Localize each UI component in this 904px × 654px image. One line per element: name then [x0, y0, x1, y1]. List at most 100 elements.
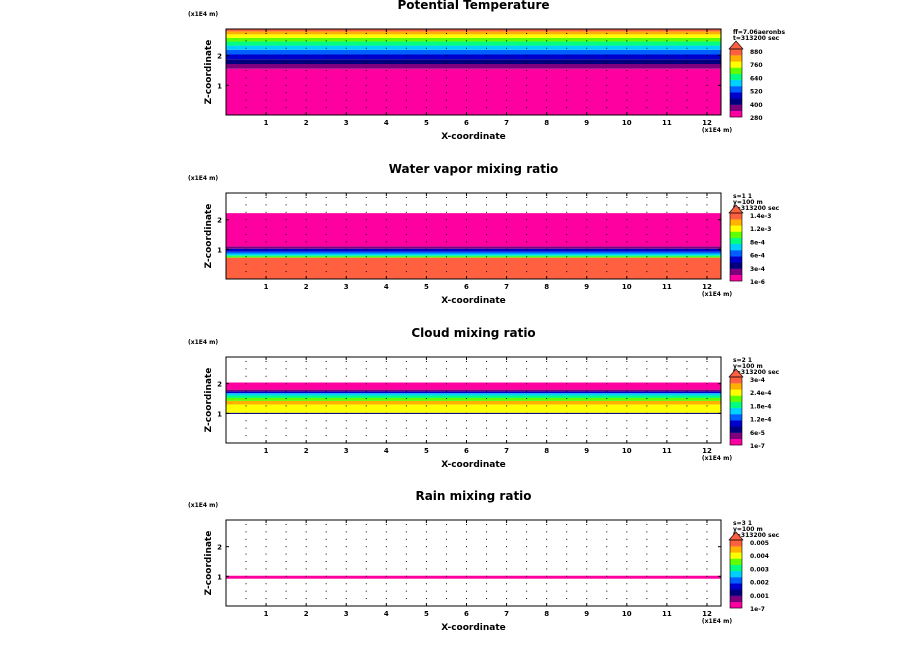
- grid-dot: [706, 375, 708, 377]
- grid-dot: [626, 47, 628, 49]
- grid-dot: [445, 523, 447, 525]
- grid-dot: [686, 248, 688, 250]
- x-tick-label: 10: [622, 610, 632, 618]
- grid-dot: [486, 70, 488, 72]
- colorbar: 3e-4 2.4e-4 1.8e-4 1.2e-4 6e-5 1e-7: [728, 368, 771, 450]
- grid-dot: [526, 546, 528, 548]
- grid-dot: [325, 263, 327, 265]
- grid-dot: [365, 583, 367, 585]
- grid-dot: [465, 70, 467, 72]
- grid-dot: [566, 575, 568, 577]
- grid-dot: [365, 531, 367, 533]
- grid-dot: [285, 390, 287, 392]
- grid-dot: [486, 32, 488, 34]
- grid-dot: [646, 420, 648, 422]
- grid-dot: [526, 62, 528, 64]
- grid-dot: [465, 575, 467, 577]
- grid-dot: [706, 553, 708, 555]
- grid-dot: [325, 256, 327, 258]
- grid-dot: [526, 196, 528, 198]
- grid-dot: [566, 561, 568, 563]
- grid-dot: [385, 219, 387, 221]
- grid-dot: [686, 84, 688, 86]
- grid-dot: [686, 226, 688, 228]
- grid-dot: [425, 55, 427, 57]
- grid-dot: [566, 412, 568, 414]
- grid-dot: [566, 590, 568, 592]
- grid-dot: [445, 204, 447, 206]
- grid-dot: [265, 234, 267, 236]
- grid-dot: [365, 271, 367, 273]
- grid-dot: [365, 575, 367, 577]
- grid-dot: [526, 263, 528, 265]
- grid-dot: [546, 62, 548, 64]
- grid-dot: [265, 211, 267, 213]
- grid-dot: [706, 84, 708, 86]
- grid-dot: [626, 360, 628, 362]
- grid-dot: [305, 420, 307, 422]
- x-tick-label: 11: [662, 447, 672, 455]
- colorbar-label: 8e-4: [750, 239, 765, 246]
- grid-dot: [345, 234, 347, 236]
- grid-dot: [425, 271, 427, 273]
- grid-dot: [285, 561, 287, 563]
- grid-dot: [425, 405, 427, 407]
- colorbar-label: 6e-4: [750, 253, 765, 260]
- x-tick-label: 9: [584, 119, 589, 127]
- grid-dot: [325, 420, 327, 422]
- colorbar-swatch: [730, 225, 742, 232]
- grid-dot: [546, 107, 548, 109]
- grid-dot: [686, 435, 688, 437]
- grid-dot: [305, 598, 307, 600]
- grid-dot: [706, 99, 708, 101]
- grid-dot: [666, 271, 668, 273]
- grid-dot: [385, 583, 387, 585]
- x-tick-label: 1: [264, 283, 269, 291]
- z-scale-label: (x1E4 m): [188, 502, 218, 509]
- grid-dot: [566, 32, 568, 34]
- grid-dot: [686, 99, 688, 101]
- grid-dot: [425, 360, 427, 362]
- grid-dot: [586, 553, 588, 555]
- grid-dot: [305, 84, 307, 86]
- grid-dot: [385, 360, 387, 362]
- colorbar-swatch: [730, 262, 742, 269]
- colorbar-label: 1.2e-4: [750, 417, 771, 424]
- grid-dot: [365, 40, 367, 42]
- colorbar-label: 1.8e-4: [750, 403, 771, 410]
- grid-dot: [666, 538, 668, 540]
- grid-dot: [646, 523, 648, 525]
- grid-dot: [385, 575, 387, 577]
- grid-dot: [265, 383, 267, 385]
- grid-dot: [706, 420, 708, 422]
- grid-dot: [305, 568, 307, 570]
- x-tick-label: 12: [702, 447, 712, 455]
- grid-dot: [506, 256, 508, 258]
- grid-dot: [325, 575, 327, 577]
- grid-dot: [566, 241, 568, 243]
- grid-dot: [325, 211, 327, 213]
- grid-dot: [646, 107, 648, 109]
- grid-dot: [666, 263, 668, 265]
- grid-dot: [566, 40, 568, 42]
- grid-dot: [245, 598, 247, 600]
- grid-dot: [245, 226, 247, 228]
- grid-dot: [606, 575, 608, 577]
- grid-dot: [465, 598, 467, 600]
- grid-dot: [606, 568, 608, 570]
- grid-dot: [385, 375, 387, 377]
- grid-dot: [445, 420, 447, 422]
- grid-dot: [646, 390, 648, 392]
- grid-dot: [706, 226, 708, 228]
- grid-dot: [686, 40, 688, 42]
- grid-dot: [526, 583, 528, 585]
- grid-dot: [345, 211, 347, 213]
- grid-dot: [566, 204, 568, 206]
- grid-dot: [245, 32, 247, 34]
- grid-dot: [546, 568, 548, 570]
- grid-dot: [666, 360, 668, 362]
- grid-dot: [305, 196, 307, 198]
- grid-dot: [486, 256, 488, 258]
- grid-dot: [486, 412, 488, 414]
- grid-dot: [385, 226, 387, 228]
